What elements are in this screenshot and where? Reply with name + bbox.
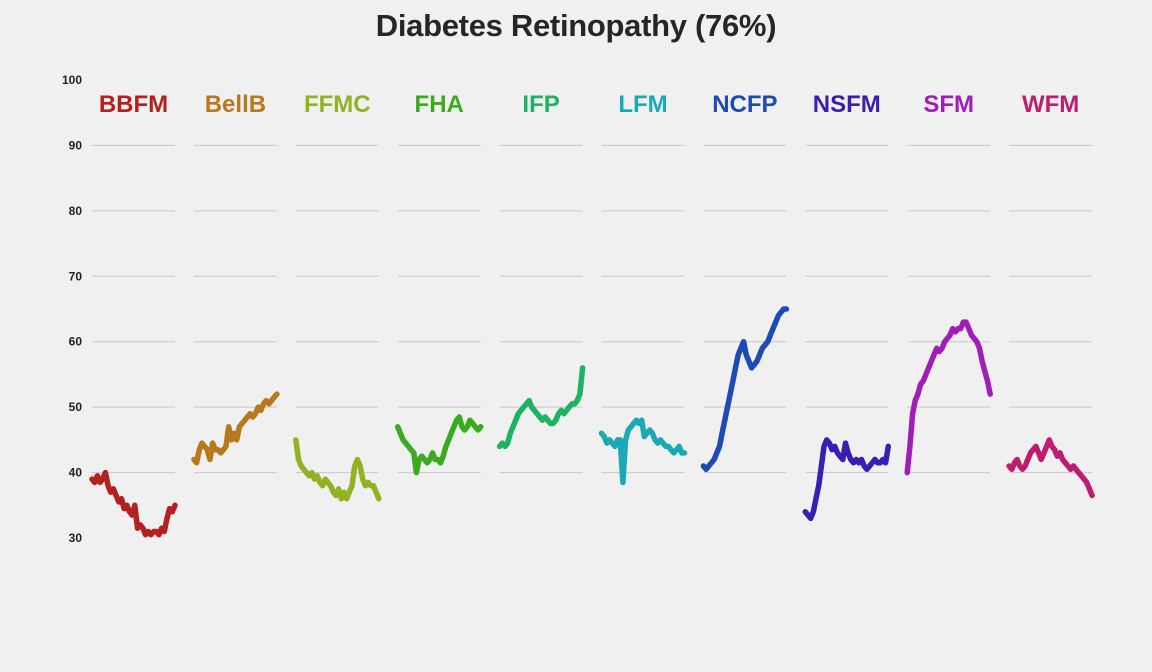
y-tick-label: 40 bbox=[69, 466, 83, 480]
series-label: BellB bbox=[205, 91, 266, 118]
y-tick-label: 90 bbox=[69, 138, 83, 152]
panel-wfm: WFM bbox=[1006, 91, 1095, 499]
chart-title: Diabetes Retinopathy (76%) bbox=[375, 8, 777, 43]
series-line-lfm bbox=[598, 417, 688, 486]
series-label: NSFM bbox=[813, 91, 881, 118]
panel-bellb: BellB bbox=[191, 91, 280, 474]
panel-sfm: SFM bbox=[904, 91, 993, 476]
panel-fha: FHA bbox=[394, 91, 484, 476]
series-line-nsfm bbox=[802, 437, 892, 522]
panel-ifp: IFP bbox=[496, 91, 586, 474]
series-label: IFP bbox=[522, 91, 559, 118]
y-tick-label: 60 bbox=[69, 335, 83, 349]
series-label: FHA bbox=[415, 91, 464, 118]
y-tick-label: 70 bbox=[69, 269, 83, 283]
series-line-ffmc bbox=[293, 437, 382, 502]
series-line-bbfm bbox=[89, 469, 178, 538]
series-line-fha bbox=[394, 414, 484, 476]
series-label: FFMC bbox=[304, 91, 371, 118]
series-label: WFM bbox=[1022, 91, 1079, 118]
series-line-ifp bbox=[496, 365, 586, 450]
y-tick-label: 100 bbox=[62, 73, 82, 87]
panel-nsfm: NSFM bbox=[802, 91, 892, 522]
series-line-bellb bbox=[191, 391, 280, 466]
panel-ncfp: NCFP bbox=[700, 91, 790, 474]
series-label: LFM bbox=[618, 91, 667, 118]
panel-bbfm: BBFM bbox=[89, 91, 178, 538]
series-label: NCFP bbox=[712, 91, 777, 118]
y-tick-label: 80 bbox=[69, 204, 83, 218]
y-tick-label: 30 bbox=[69, 531, 83, 545]
y-tick-label: 50 bbox=[69, 400, 83, 414]
series-label: SFM bbox=[923, 91, 974, 118]
series-label: BBFM bbox=[99, 91, 168, 118]
panel-lfm: LFM bbox=[598, 91, 688, 486]
series-line-ncfp bbox=[700, 306, 790, 473]
series-line-wfm bbox=[1006, 437, 1095, 499]
series-line-sfm bbox=[904, 319, 993, 476]
panel-ffmc: FFMC bbox=[293, 91, 382, 502]
